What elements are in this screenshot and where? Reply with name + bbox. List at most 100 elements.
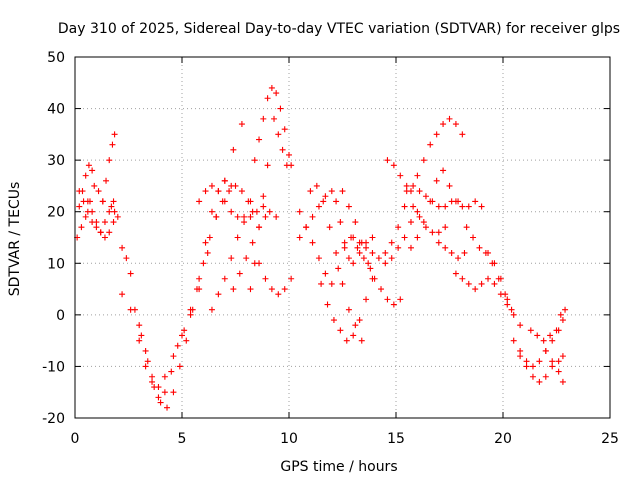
data-point — [410, 203, 417, 210]
data-point — [390, 162, 397, 169]
series-s18 — [271, 115, 295, 169]
y-tick-labels: -20 -10 0 10 20 30 40 50 — [42, 50, 65, 427]
x-tick-label: 15 — [387, 431, 405, 447]
data-point — [262, 213, 269, 220]
series-s3 — [76, 162, 96, 210]
data-point — [251, 157, 258, 164]
series-s27 — [403, 182, 462, 210]
data-point — [93, 219, 100, 226]
data-point — [196, 275, 203, 282]
data-point — [228, 255, 235, 262]
data-point — [208, 208, 215, 215]
data-point — [356, 239, 363, 246]
data-point — [433, 131, 440, 138]
data-point — [114, 213, 121, 220]
data-point — [142, 363, 149, 370]
series-s20 — [296, 208, 374, 287]
data-point — [435, 239, 442, 246]
data-point — [106, 208, 113, 215]
data-point — [326, 224, 333, 231]
data-point — [264, 162, 271, 169]
data-point — [103, 177, 110, 184]
data-point — [352, 219, 359, 226]
data-point — [395, 244, 402, 251]
data-point — [196, 198, 203, 205]
data-point — [82, 172, 89, 179]
data-point — [111, 208, 118, 215]
data-point — [226, 188, 233, 195]
data-point — [542, 373, 549, 380]
data-point — [202, 239, 209, 246]
chart-title: Day 310 of 2025, Sidereal Day-to-day VTE… — [58, 21, 620, 37]
data-point — [442, 244, 449, 251]
y-tick-label: 20 — [47, 205, 65, 221]
data-point — [170, 389, 177, 396]
data-point — [433, 177, 440, 184]
data-point — [414, 234, 421, 241]
data-point — [168, 368, 175, 375]
data-point — [345, 306, 352, 313]
series-s25 — [382, 115, 466, 256]
data-point — [442, 224, 449, 231]
data-point — [403, 182, 410, 189]
grid-lines — [75, 57, 610, 418]
data-point — [106, 229, 113, 236]
data-point — [286, 151, 292, 158]
data-point — [221, 177, 228, 184]
data-point — [181, 327, 188, 334]
series-s12 — [196, 182, 280, 220]
data-points — [74, 84, 569, 411]
data-point — [281, 126, 288, 133]
data-point — [420, 219, 427, 226]
data-point — [397, 172, 404, 179]
data-point — [161, 389, 168, 396]
data-point — [288, 162, 295, 169]
series-s22 — [318, 275, 376, 344]
data-point — [470, 234, 477, 241]
data-point — [555, 368, 562, 375]
data-point — [268, 286, 275, 293]
data-point — [320, 198, 327, 205]
data-point — [119, 244, 126, 251]
data-point — [536, 358, 543, 365]
data-point — [529, 363, 536, 370]
data-point — [440, 167, 447, 174]
data-point — [279, 146, 286, 153]
data-point — [442, 203, 449, 210]
data-point — [360, 255, 367, 262]
data-point — [322, 193, 329, 200]
data-point — [89, 167, 96, 174]
data-point — [110, 198, 117, 205]
data-point — [262, 275, 269, 282]
data-point — [517, 353, 524, 360]
data-point — [448, 249, 455, 256]
data-point — [350, 234, 357, 241]
data-point — [313, 182, 320, 189]
data-point — [542, 347, 549, 354]
data-point — [79, 188, 86, 195]
data-point — [241, 219, 248, 226]
data-point — [309, 213, 316, 220]
data-point — [427, 141, 434, 148]
data-point — [429, 229, 436, 236]
data-point — [384, 296, 391, 303]
data-point — [345, 203, 352, 210]
y-tick-label: 50 — [47, 50, 65, 66]
data-point — [523, 358, 530, 365]
data-point — [264, 95, 271, 102]
data-point — [328, 280, 335, 287]
data-point — [296, 208, 303, 215]
data-point — [341, 244, 348, 251]
data-point — [416, 188, 423, 195]
data-point — [422, 224, 429, 231]
data-point — [309, 239, 316, 246]
data-point — [358, 337, 365, 344]
data-point — [123, 255, 130, 262]
series-s4 — [84, 198, 117, 241]
data-point — [367, 265, 374, 272]
data-point — [517, 347, 524, 354]
data-point — [485, 275, 492, 282]
data-point — [384, 157, 391, 164]
series-s36 — [542, 347, 566, 385]
